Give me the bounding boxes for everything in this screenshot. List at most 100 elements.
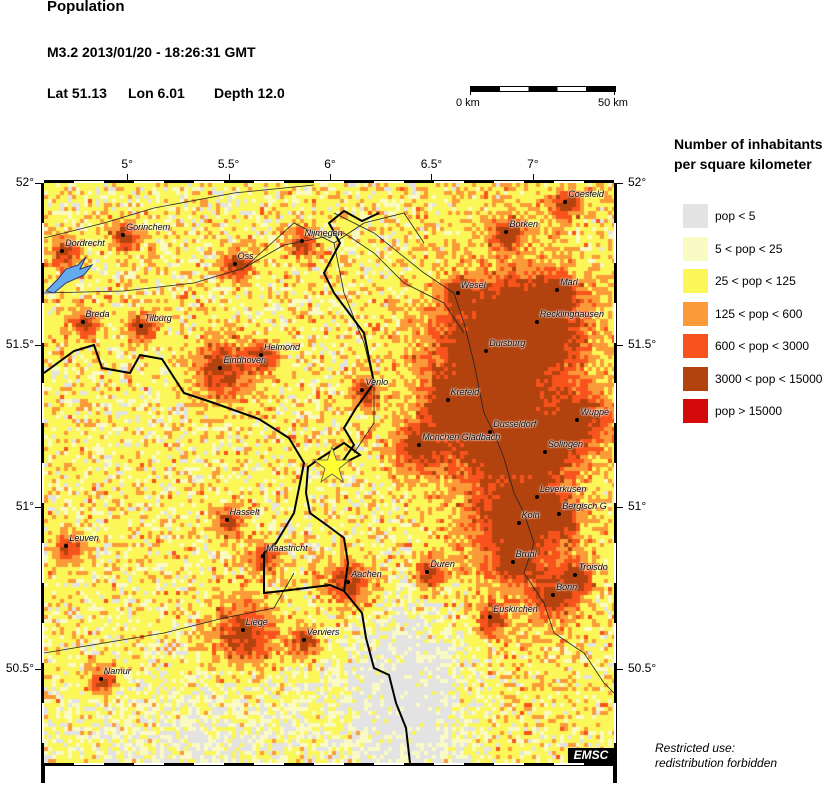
frame-tick xyxy=(494,762,524,766)
frame-tick xyxy=(344,180,374,184)
lon-tick xyxy=(330,174,331,180)
city-label: Hasselt xyxy=(229,506,260,517)
city-dot-icon xyxy=(504,229,509,234)
frame-tick xyxy=(613,343,617,383)
city-label: Recklinghausen xyxy=(539,309,604,320)
city-label: Nijmegen xyxy=(304,228,343,239)
lat-tick xyxy=(35,183,41,184)
frame-tick xyxy=(434,180,464,184)
lat-tick xyxy=(35,507,41,509)
lat-tick xyxy=(617,345,623,346)
frame-tick xyxy=(164,762,194,766)
lat-tick-label-right: 51.5° xyxy=(628,337,657,351)
legend-swatch xyxy=(683,334,708,358)
city-label: Krefeld xyxy=(450,387,480,398)
city-dot-icon xyxy=(573,573,578,578)
legend-label: 125 < pop < 600 xyxy=(715,306,803,321)
city-dot-icon xyxy=(60,249,65,254)
frame-tick xyxy=(434,762,464,766)
city-label: Dusseldorf xyxy=(493,419,537,430)
map-title: Population xyxy=(47,0,125,15)
city-dot-icon xyxy=(259,352,264,357)
city-dot-icon xyxy=(218,365,223,370)
frame-tick xyxy=(374,762,404,766)
city-dot-icon xyxy=(534,320,539,325)
city-dot-icon xyxy=(488,430,493,435)
frame-tick xyxy=(104,180,134,184)
legend-swatch xyxy=(683,204,708,228)
frame-tick xyxy=(41,263,45,303)
city-dot-icon xyxy=(232,262,237,266)
frame-tick xyxy=(344,762,374,766)
city-label: Tilburg xyxy=(144,312,172,323)
epicenter-star-icon[interactable] xyxy=(312,445,352,485)
city-dot-icon xyxy=(575,417,580,422)
lat-tick-label-right: 50.5° xyxy=(628,661,657,676)
city-label: Venlo xyxy=(365,377,389,388)
legend-swatch xyxy=(683,269,708,293)
frame-tick xyxy=(404,762,434,766)
city-dot-icon xyxy=(64,543,69,548)
city-dot-icon xyxy=(534,495,539,500)
frame-tick xyxy=(374,180,404,184)
frame-tick xyxy=(524,762,554,766)
city-dot-icon xyxy=(543,449,548,454)
city-label: Duren xyxy=(430,558,455,569)
frame-tick xyxy=(41,543,45,583)
frame-tick xyxy=(254,180,284,184)
notice-line-1: Restricted use: xyxy=(655,741,736,755)
lat-tick xyxy=(35,669,41,671)
legend-swatch xyxy=(683,399,708,423)
city-dot-icon xyxy=(488,615,493,620)
city-label: Leuven xyxy=(69,532,99,543)
city-label: Koln xyxy=(521,510,540,521)
lon-tick-label: 6° xyxy=(324,157,336,171)
frame-tick xyxy=(41,703,45,743)
frame-tick xyxy=(164,180,194,184)
lat-tick xyxy=(35,345,41,346)
national-borders xyxy=(44,209,411,763)
frame-tick xyxy=(284,762,314,766)
rivers xyxy=(44,184,614,694)
lat-tick-label-left: 52° xyxy=(15,175,34,189)
city-dot-icon xyxy=(299,239,304,244)
frame-tick xyxy=(464,762,494,766)
lon-tick xyxy=(431,174,433,180)
frame-tick xyxy=(254,762,284,766)
city-dot-icon xyxy=(417,443,422,448)
city-label: Namur xyxy=(103,665,131,676)
city-dot-icon xyxy=(121,232,126,237)
lon-tick-label: 6.5° xyxy=(420,157,443,171)
frame-tick xyxy=(404,180,434,184)
legend-label: 25 < pop < 125 xyxy=(715,274,796,288)
city-label: Marl xyxy=(560,276,578,287)
frame-tick xyxy=(41,183,45,223)
city-dot-icon xyxy=(445,398,450,403)
city-label: Maastricht xyxy=(266,542,308,553)
depth-label: Depth 12.0 xyxy=(214,85,285,101)
frame-tick xyxy=(613,583,617,623)
frame-tick xyxy=(494,180,524,184)
legend-label: pop > 15000 xyxy=(715,404,783,418)
frame-tick xyxy=(41,463,45,503)
city-label: Verviers xyxy=(306,626,340,637)
city-dot-icon xyxy=(261,553,266,558)
city-dot-icon xyxy=(301,637,306,642)
city-dot-icon xyxy=(563,200,568,205)
frame-tick xyxy=(613,743,617,783)
city-dot-icon xyxy=(224,517,229,522)
frame-tick xyxy=(134,180,164,184)
city-label: Leverkusen xyxy=(539,484,587,495)
emsc-badge: EMSC xyxy=(568,748,614,763)
city-dot-icon xyxy=(346,579,351,584)
lon-tick xyxy=(532,174,534,180)
map-frame[interactable]: Coesfeld Borken Gorinchem Nijmegen Dordrecht… xyxy=(44,183,614,763)
city-label: Wesel xyxy=(460,280,486,291)
scale-end-label: 50 km xyxy=(598,97,628,109)
frame-tick xyxy=(224,762,254,766)
city-dot-icon xyxy=(360,388,365,393)
frame-tick xyxy=(464,180,494,184)
city-dot-icon xyxy=(557,511,562,516)
frame-tick xyxy=(134,762,164,766)
frame-tick xyxy=(613,183,617,223)
